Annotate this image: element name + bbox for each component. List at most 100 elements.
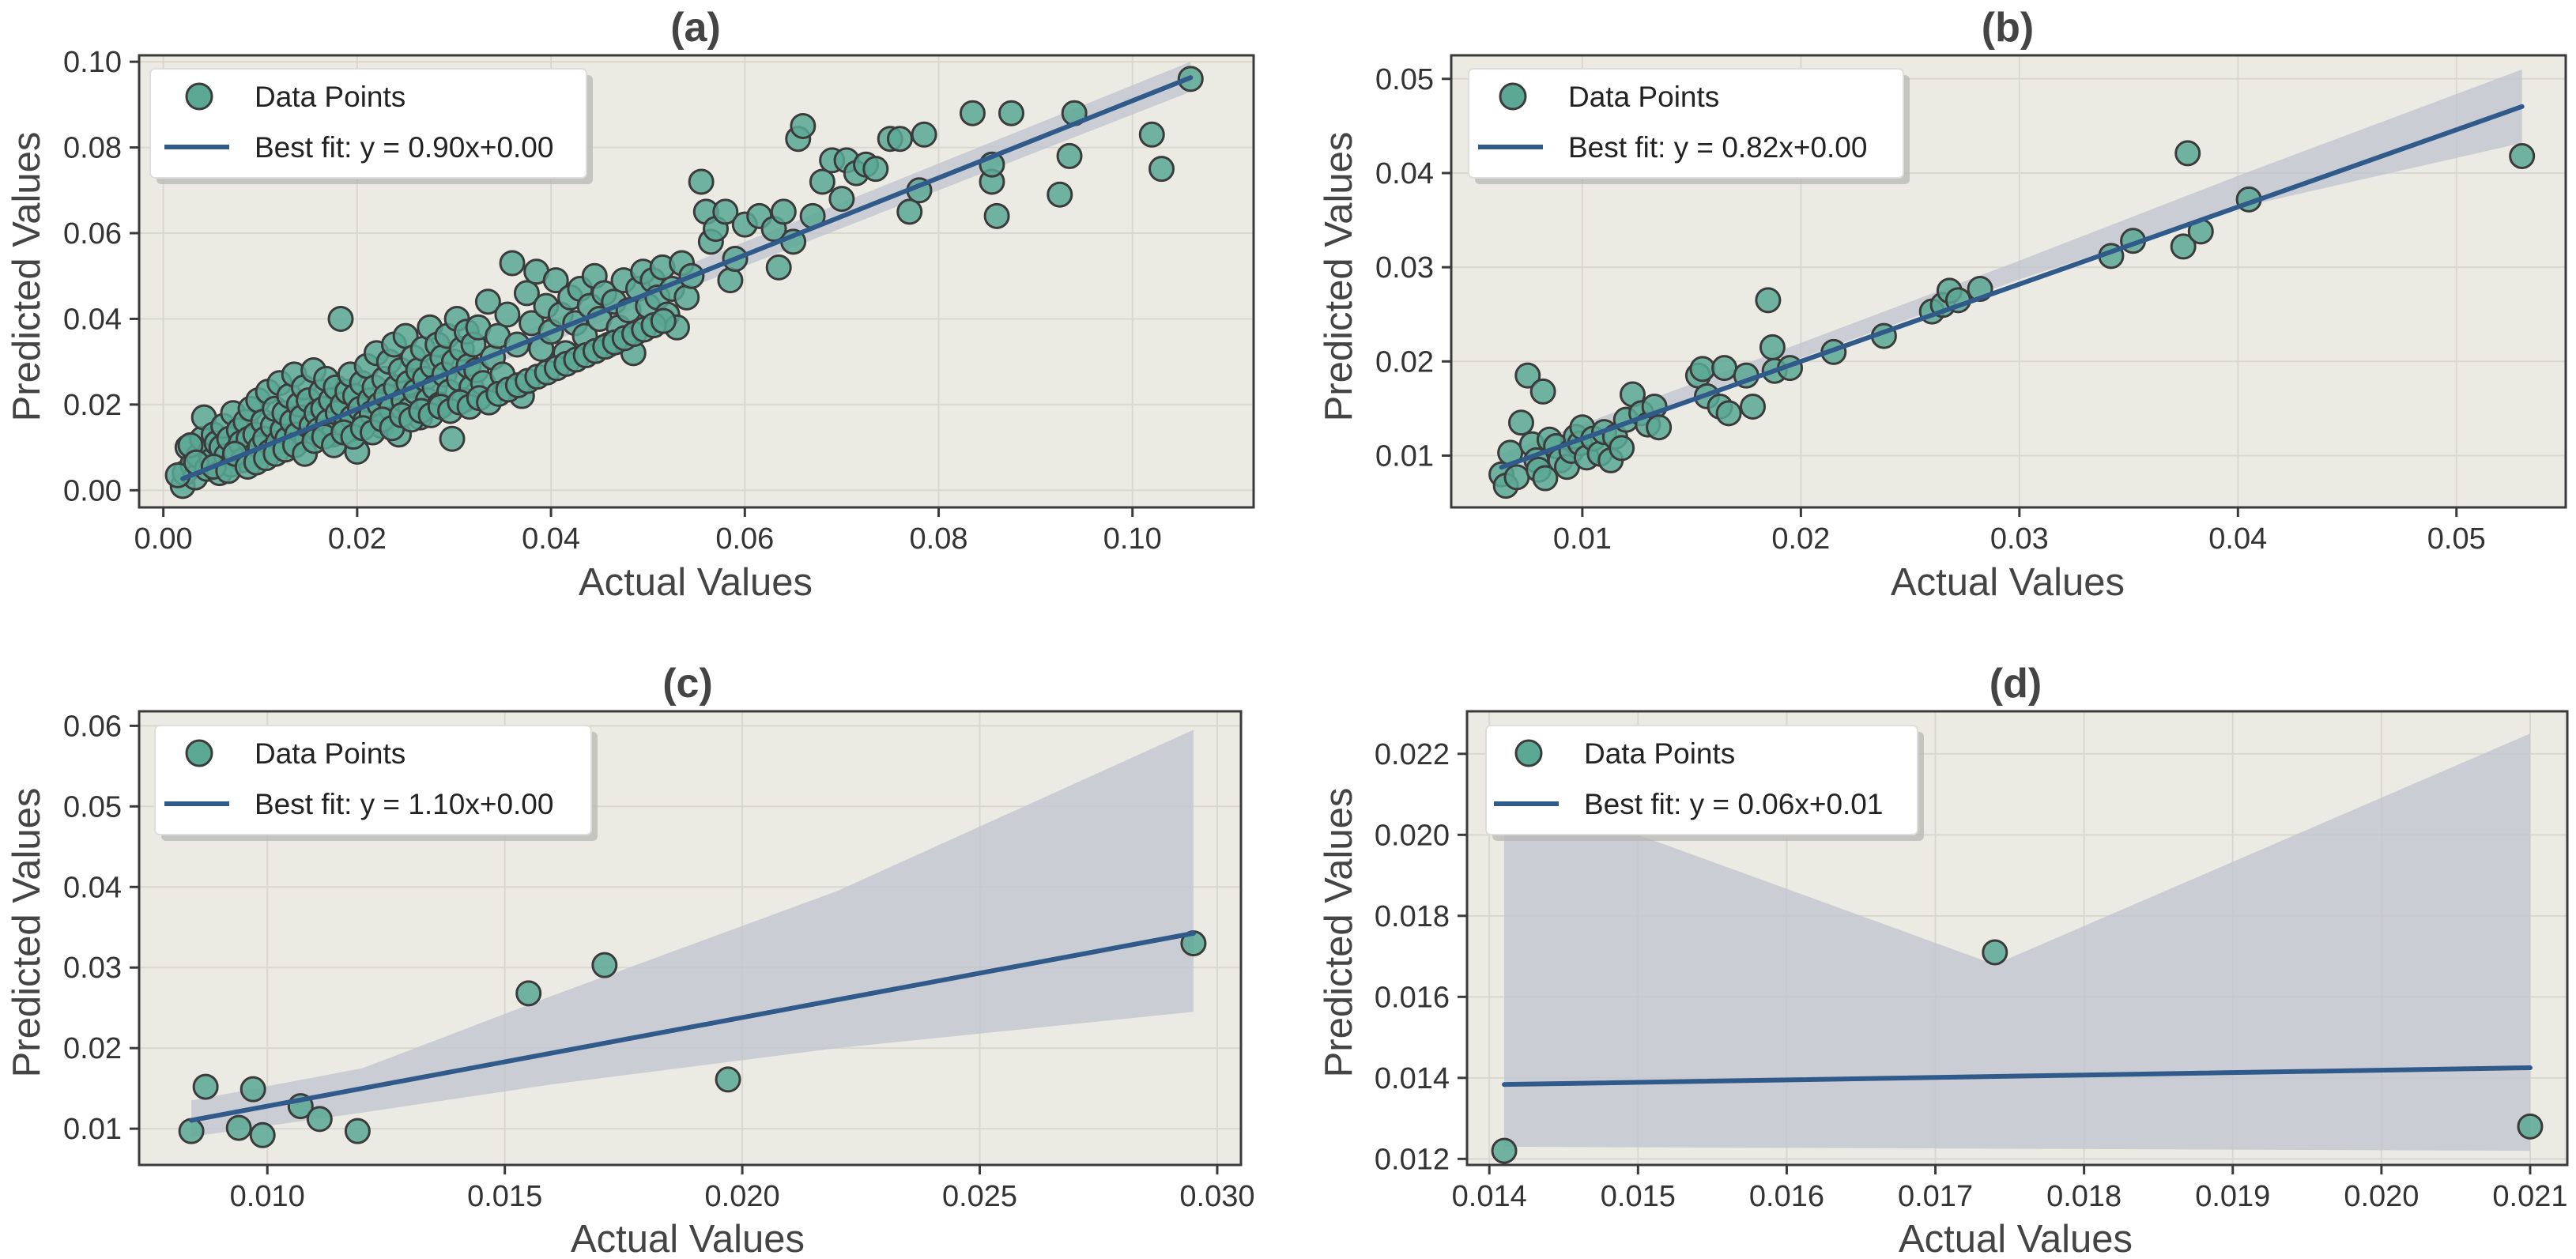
panel-a: (a) Actual Values Predicted Values 0.00 0… bbox=[6, 5, 1255, 604]
y-tick-label: 0.018 bbox=[1375, 900, 1450, 933]
plot-area: 0.00 0.02 0.04 0.06 0.08 0.10 0.00 0.02 0.04 0.06… bbox=[63, 46, 1255, 556]
y-axis-label: Predicted Values bbox=[6, 132, 48, 422]
x-tick-label: 0.015 bbox=[1601, 1180, 1676, 1213]
x-tick-label: 0.010 bbox=[230, 1180, 305, 1213]
legend: Data Points Best fit: y = 0.06x+0.01 bbox=[1485, 725, 1924, 841]
plot-frame bbox=[1450, 54, 2567, 509]
x-tick-label: 0.016 bbox=[1749, 1180, 1824, 1213]
legend-box bbox=[154, 725, 592, 835]
data-point bbox=[828, 186, 855, 213]
x-tick-label: 0.017 bbox=[1898, 1180, 1973, 1213]
y-tick-label: 0.06 bbox=[63, 710, 122, 743]
x-tick-label: 0.02 bbox=[1771, 522, 1830, 556]
x-tick-label: 0.01 bbox=[1553, 522, 1612, 556]
confidence-band bbox=[1501, 69, 2522, 477]
y-tick-label: 0.05 bbox=[1375, 63, 1434, 96]
panel-title: (b) bbox=[1982, 5, 2034, 51]
data-point bbox=[1148, 156, 1175, 183]
y-axis-label: Predicted Values bbox=[6, 788, 48, 1078]
data-point bbox=[2509, 143, 2536, 170]
x-axis-label: Actual Values bbox=[1891, 561, 2125, 604]
data-point bbox=[2517, 1113, 2544, 1140]
data-point bbox=[494, 301, 521, 328]
legend: Data Points Best fit: y = 1.10x+0.00 bbox=[154, 725, 598, 841]
legend: Data Points Best fit: y = 0.90x+0.00 bbox=[149, 68, 593, 184]
data-point bbox=[306, 1106, 333, 1133]
data-point bbox=[1491, 1137, 1518, 1164]
legend-box bbox=[149, 68, 587, 179]
data-point bbox=[1755, 287, 1782, 314]
panel-c: (c) Actual Values Predicted Values 0.010… bbox=[6, 661, 1255, 1259]
x-tick-label: 0.018 bbox=[2046, 1180, 2122, 1213]
y-tick-label: 0.01 bbox=[63, 1113, 122, 1146]
data-point bbox=[1982, 939, 2008, 966]
y-tick-label: 0.014 bbox=[1375, 1062, 1450, 1095]
data-point bbox=[673, 284, 700, 311]
data-point bbox=[790, 112, 817, 139]
data-point bbox=[327, 305, 354, 332]
data-point bbox=[1514, 362, 1541, 389]
data-point bbox=[542, 267, 569, 294]
y-tick-label: 0.00 bbox=[63, 474, 122, 507]
legend-label-best-fit: Best fit: y = 0.90x+0.00 bbox=[255, 131, 553, 164]
y-tick-label: 0.022 bbox=[1375, 738, 1450, 771]
x-axis-label: Actual Values bbox=[571, 1218, 805, 1259]
legend-marker-data-points bbox=[185, 82, 213, 111]
data-point bbox=[765, 254, 792, 281]
data-point bbox=[474, 288, 501, 315]
data-point bbox=[192, 1073, 219, 1100]
y-tick-label: 0.02 bbox=[63, 389, 122, 422]
data-point bbox=[998, 100, 1024, 126]
best-fit-line bbox=[180, 75, 1194, 481]
data-point bbox=[1689, 356, 1716, 383]
data-point bbox=[1529, 378, 1556, 405]
data-point bbox=[1138, 121, 1165, 148]
data-point bbox=[886, 126, 913, 153]
data-point bbox=[983, 202, 1010, 229]
x-tick-label: 0.015 bbox=[467, 1180, 542, 1213]
data-point bbox=[591, 952, 618, 978]
confidence-band bbox=[1504, 733, 2530, 1152]
y-tick-label: 0.020 bbox=[1375, 819, 1450, 852]
x-tick-label: 0.02 bbox=[328, 522, 387, 556]
legend-label-data-points: Data Points bbox=[255, 737, 405, 770]
data-point bbox=[1740, 393, 1767, 420]
y-tick-label: 0.06 bbox=[63, 217, 122, 251]
y-tick-label: 0.10 bbox=[63, 46, 122, 79]
data-point bbox=[225, 1114, 252, 1141]
data-point bbox=[862, 156, 889, 183]
data-point bbox=[249, 1121, 276, 1148]
y-tick-label: 0.03 bbox=[63, 952, 122, 985]
data-point bbox=[1711, 355, 1738, 382]
x-tick-label: 0.04 bbox=[522, 522, 580, 556]
x-tick-label: 0.00 bbox=[134, 522, 193, 556]
panel-b: (b) Actual Values Predicted Values 0.01 0… bbox=[1318, 5, 2567, 604]
y-tick-label: 0.04 bbox=[1375, 157, 1434, 190]
y-axis-label: Predicted Values bbox=[1318, 788, 1360, 1078]
x-tick-label: 0.025 bbox=[942, 1180, 1017, 1213]
data-point bbox=[715, 1066, 741, 1093]
x-tick-label: 0.030 bbox=[1179, 1180, 1254, 1213]
data-point bbox=[515, 980, 542, 1007]
panel-d: (d) Actual Values Predicted Values 0.014… bbox=[1318, 661, 2569, 1259]
data-point bbox=[717, 267, 744, 294]
y-tick-label: 0.08 bbox=[63, 132, 122, 165]
legend-box bbox=[1468, 68, 1904, 179]
data-point bbox=[896, 198, 923, 225]
confidence-band bbox=[191, 729, 1194, 1137]
best-fit-line bbox=[189, 930, 1196, 1123]
y-tick-label: 0.012 bbox=[1375, 1143, 1450, 1176]
y-tick-label: 0.05 bbox=[63, 790, 122, 824]
legend-label-best-fit: Best fit: y = 0.82x+0.00 bbox=[1568, 131, 1867, 164]
y-axis-label: Predicted Values bbox=[1318, 132, 1360, 422]
data-point bbox=[1609, 435, 1635, 462]
data-point bbox=[2170, 233, 2197, 260]
panel-title: (d) bbox=[1990, 661, 2042, 707]
best-fit-line bbox=[1502, 1065, 2533, 1087]
data-point bbox=[1646, 414, 1673, 441]
y-tick-label: 0.02 bbox=[63, 1032, 122, 1065]
x-tick-label: 0.08 bbox=[910, 522, 968, 556]
legend: Data Points Best fit: y = 0.82x+0.00 bbox=[1468, 68, 1910, 184]
y-tick-label: 0.04 bbox=[63, 303, 122, 336]
data-point bbox=[809, 168, 835, 195]
